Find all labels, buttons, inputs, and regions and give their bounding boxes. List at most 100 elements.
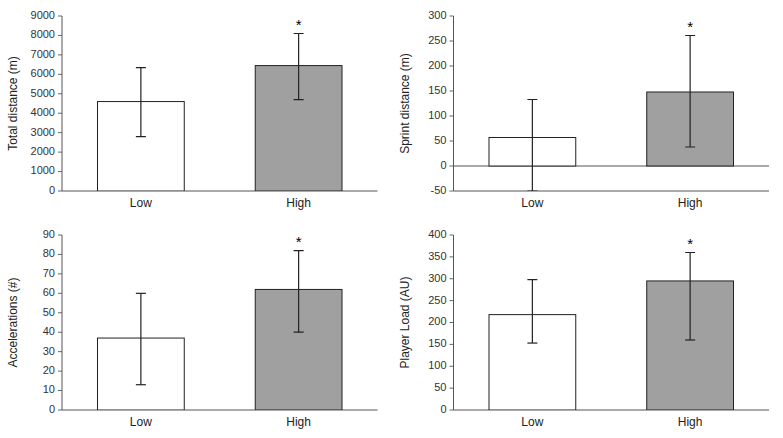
y-tick-label: 350 (428, 250, 446, 262)
error-stem (532, 100, 533, 192)
error-stem (140, 293, 141, 384)
x-tick-label: Low (130, 415, 152, 429)
significance-marker: * (296, 16, 302, 33)
y-tick-label: 300 (428, 272, 446, 284)
y-axis (453, 16, 454, 191)
y-tick-label: 90 (43, 228, 55, 240)
y-tick (58, 351, 62, 352)
marks (97, 34, 342, 192)
panel: 0102030405060708090LowHighAccelerations … (6, 228, 377, 429)
y-tick-label: 50 (43, 306, 55, 318)
y-tick-label: 6000 (31, 67, 55, 79)
y-tick (58, 312, 62, 313)
error-cap (136, 67, 146, 68)
y-tick-label: 40 (43, 325, 55, 337)
y-tick-label: 0 (440, 159, 446, 171)
marks (489, 253, 734, 411)
y-tick-label: 50 (434, 134, 446, 146)
y-tick (450, 191, 454, 192)
y-tick (450, 16, 454, 17)
y-tick-label: 100 (428, 109, 446, 121)
y-tick-label: 100 (428, 359, 446, 371)
y-tick (58, 171, 62, 172)
error-cap (527, 190, 537, 191)
y-tick (58, 16, 62, 17)
y-axis-label: Total distance (m) (6, 56, 20, 151)
y-tick (58, 54, 62, 55)
error-cap (136, 384, 146, 385)
error-stem (690, 36, 691, 148)
y-tick (450, 278, 454, 279)
y-tick (450, 410, 454, 411)
marks (97, 251, 342, 410)
y-tick-label: -50 (431, 184, 447, 196)
y-tick-label: 9000 (31, 9, 55, 21)
y-tick (450, 322, 454, 323)
significance-marker: * (296, 233, 302, 250)
x-axis (454, 191, 770, 192)
error-cap (527, 99, 537, 100)
y-tick (450, 141, 454, 142)
error-stem (140, 68, 141, 137)
error-cap (685, 339, 695, 340)
chart-root: 0 1000 2000 3000 4000 5000 6000 70 0 0 8000 9000 Low… (0, 0, 783, 438)
error-cap (527, 342, 537, 343)
y-tick-label: 300 (428, 9, 446, 21)
error-cap (685, 35, 695, 36)
y-tick (58, 152, 62, 153)
error-bar (294, 34, 304, 100)
error-cap (294, 33, 304, 34)
panel: 050100150200250300350400LowHighPlayer Lo… (398, 228, 769, 429)
y-tick (450, 41, 454, 42)
y-tick-label: 5000 (31, 87, 55, 99)
error-bar (527, 280, 537, 343)
y-tick-label: 70 (43, 267, 55, 279)
x-tick-label: High (286, 415, 311, 429)
error-bar (685, 253, 695, 341)
y-tick-label: 200 (428, 315, 446, 327)
y-tick-label: 8000 (31, 28, 55, 40)
y-axis (453, 235, 454, 410)
y-tick-label: 200 (428, 59, 446, 71)
y-tick (58, 273, 62, 274)
y-axis-label: Sprint distance (m) (398, 53, 412, 154)
y-axis (62, 235, 63, 410)
y-tick-label: 80 (43, 247, 55, 259)
y-tick-label: 60 (43, 286, 55, 298)
y-tick (450, 300, 454, 301)
y-tick (58, 93, 62, 94)
y-tick-label: 0 (49, 403, 55, 415)
y-tick (450, 166, 454, 167)
x-tick-label: High (286, 196, 311, 210)
error-bar (685, 36, 695, 148)
y-tick-label: 2000 (31, 145, 55, 157)
y-tick-label: 1000 (31, 164, 55, 176)
y-tick (58, 332, 62, 333)
y-tick (450, 256, 454, 257)
y-tick (450, 344, 454, 345)
y-tick-label: 250 (428, 34, 446, 46)
error-cap (685, 146, 695, 147)
error-cap (294, 99, 304, 100)
y-tick-label: 20 (43, 364, 55, 376)
x-tick-label: High (678, 196, 703, 210)
y-tick-label: 30 (43, 345, 55, 357)
y-tick-label: 4000 (31, 106, 55, 118)
error-stem (298, 34, 299, 100)
y-tick-label: 400 (428, 228, 446, 240)
x-tick-label: Low (521, 196, 543, 210)
y-axis-label: Accelerations (#) (6, 277, 20, 367)
y-tick (58, 410, 62, 411)
error-stem (298, 251, 299, 333)
error-bar (136, 68, 146, 137)
error-cap (685, 252, 695, 253)
y-tick (58, 113, 62, 114)
y-tick (58, 254, 62, 255)
y-tick (58, 74, 62, 75)
y-tick (450, 66, 454, 67)
y-tick-label: 150 (428, 84, 446, 96)
y-tick-label: 3000 (31, 126, 55, 138)
y-tick-label: 0 (440, 403, 446, 415)
y-axis-label: Player Load (AU) (398, 276, 412, 368)
y-tick (450, 366, 454, 367)
